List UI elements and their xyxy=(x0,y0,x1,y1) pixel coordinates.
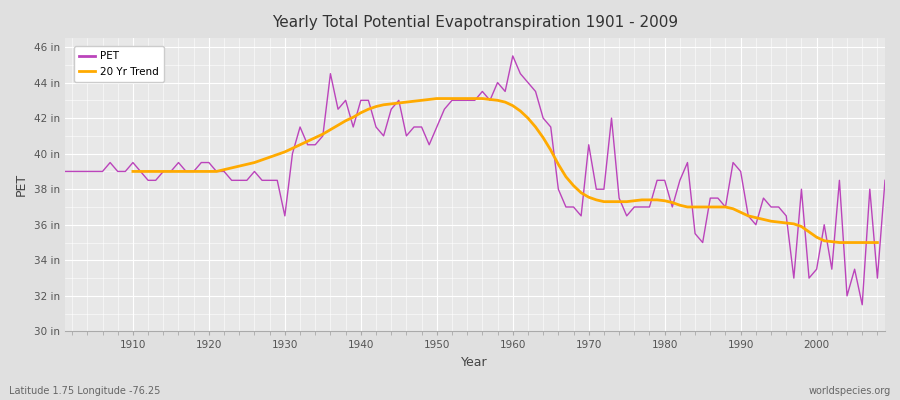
Title: Yearly Total Potential Evapotranspiration 1901 - 2009: Yearly Total Potential Evapotranspiratio… xyxy=(272,15,678,30)
X-axis label: Year: Year xyxy=(462,356,488,369)
Text: worldspecies.org: worldspecies.org xyxy=(809,386,891,396)
Legend: PET, 20 Yr Trend: PET, 20 Yr Trend xyxy=(74,46,164,82)
Text: Latitude 1.75 Longitude -76.25: Latitude 1.75 Longitude -76.25 xyxy=(9,386,160,396)
Y-axis label: PET: PET xyxy=(15,173,28,196)
